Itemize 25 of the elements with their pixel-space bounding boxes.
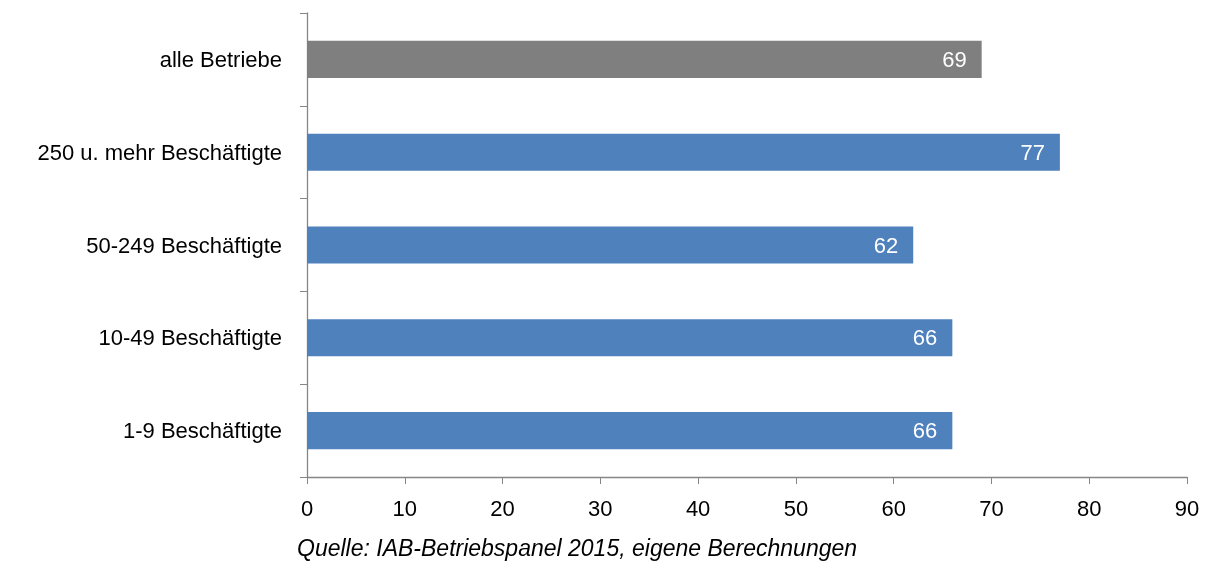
data-label: 62 — [873, 232, 899, 258]
x-tick-label: 20 — [490, 495, 515, 521]
x-tick-label: 90 — [1174, 495, 1200, 521]
y-tick-label: 50-249 Beschäftigte — [86, 232, 282, 258]
x-tick-label: 70 — [979, 495, 1004, 521]
y-tick-label: 1-9 Beschäftigte — [123, 418, 282, 444]
x-tick-label: 50 — [783, 495, 809, 521]
x-tick-label: 40 — [685, 495, 711, 521]
x-tick-label: 80 — [1076, 495, 1102, 521]
x-tick-label: 60 — [881, 495, 906, 521]
bar — [307, 412, 953, 450]
data-label: 66 — [912, 418, 938, 444]
y-tick-label: alle Betriebe — [159, 46, 282, 72]
bar — [307, 133, 1060, 171]
y-tick-label: 250 u. mehr Beschäftigte — [37, 139, 282, 165]
x-tick-label: 30 — [588, 495, 613, 521]
data-label: 77 — [1020, 139, 1045, 165]
bar — [307, 226, 914, 264]
x-tick-label: 10 — [392, 495, 418, 521]
x-tick-label: 0 — [300, 495, 314, 521]
data-label: 66 — [912, 325, 938, 351]
bar — [307, 319, 953, 357]
source-note: Quelle: IAB-Betriebspanel 2015, eigene Berechnungen — [297, 534, 858, 561]
data-label: 69 — [942, 46, 967, 72]
y-tick-label: 10-49 Beschäftigte — [98, 325, 282, 351]
